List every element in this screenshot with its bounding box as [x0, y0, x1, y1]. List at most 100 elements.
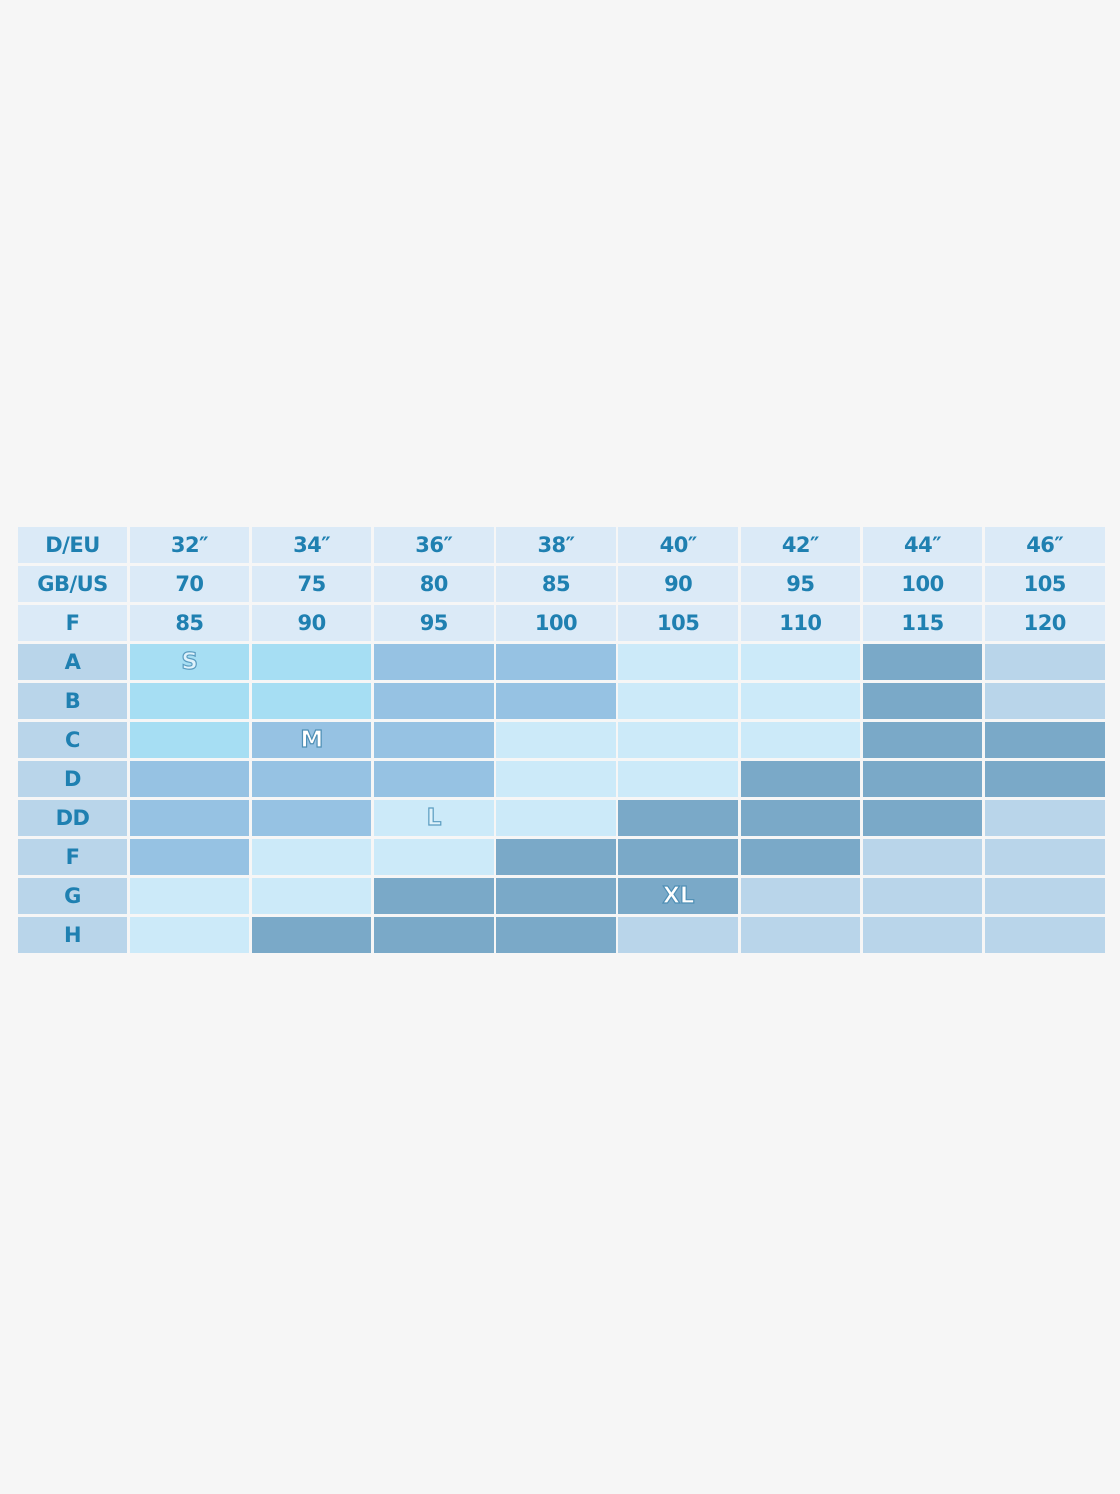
header-cell: 85 — [129, 605, 250, 641]
size-cell-M — [129, 800, 250, 836]
header-cell: 95 — [374, 605, 494, 641]
cup-label: G — [18, 878, 127, 914]
size-cell-none — [740, 878, 861, 914]
header-cell: 42″ — [740, 527, 861, 563]
header-cell: 90 — [251, 605, 372, 641]
cup-label: C — [18, 722, 127, 758]
size-cell-none — [985, 878, 1105, 914]
size-cell-XL — [251, 917, 372, 953]
size-cell-none — [985, 644, 1105, 680]
size-cell-L: L — [374, 800, 494, 836]
size-cell-XL — [740, 800, 861, 836]
size-cell-M — [496, 644, 616, 680]
size-cell-L — [374, 839, 494, 875]
size-cell-XL — [618, 839, 738, 875]
header-row-label: D/EU — [18, 527, 127, 563]
header-cell: 34″ — [251, 527, 372, 563]
header-cell: 44″ — [862, 527, 983, 563]
header-cell: 110 — [740, 605, 861, 641]
size-cell-XL — [985, 722, 1105, 758]
size-cell-M — [374, 761, 494, 797]
header-row-label: F — [18, 605, 127, 641]
cup-label: H — [18, 917, 127, 953]
header-cell: 36″ — [374, 527, 494, 563]
header-cell: 90 — [618, 566, 738, 602]
header-cell: 38″ — [496, 527, 616, 563]
size-cell-L — [129, 917, 250, 953]
size-cell-XL — [862, 761, 983, 797]
cup-label: B — [18, 683, 127, 719]
size-cell-L — [496, 761, 616, 797]
header-cell: 105 — [985, 566, 1105, 602]
header-cell: 100 — [862, 566, 983, 602]
size-cell-M — [251, 761, 372, 797]
size-cell-none — [985, 800, 1105, 836]
header-cell: 46″ — [985, 527, 1105, 563]
size-cell-none — [985, 839, 1105, 875]
size-cell-M — [374, 722, 494, 758]
size-cell-XL — [862, 644, 983, 680]
size-cell-XL — [862, 722, 983, 758]
size-chart-table: D/EU 32″ 34″ 36″ 38″ 40″ 42″ 44″ 46″ GB/US 70 75 80 8… — [18, 527, 1105, 953]
size-cell-S — [251, 683, 372, 719]
size-cell-S — [129, 722, 250, 758]
header-cell: 85 — [496, 566, 616, 602]
size-cell-XL — [374, 878, 494, 914]
size-cell-XL — [740, 761, 861, 797]
header-cell: 105 — [618, 605, 738, 641]
size-cell-none — [862, 839, 983, 875]
header-cell: 100 — [496, 605, 616, 641]
size-cell-L — [496, 722, 616, 758]
size-cell-L — [740, 644, 861, 680]
size-cell-M — [496, 683, 616, 719]
header-cell: 75 — [251, 566, 372, 602]
header-cell: 115 — [862, 605, 983, 641]
cup-label: D — [18, 761, 127, 797]
size-label: L — [426, 804, 442, 831]
size-cell-XL — [496, 878, 616, 914]
size-cell-M — [251, 800, 372, 836]
size-cell-M: M — [251, 722, 372, 758]
size-cell-XL — [740, 839, 861, 875]
size-cell-XL — [374, 917, 494, 953]
size-label: M — [300, 726, 324, 753]
size-cell-L — [618, 644, 738, 680]
size-cell-none — [618, 917, 738, 953]
size-cell-M — [129, 761, 250, 797]
size-cell-L — [740, 683, 861, 719]
header-cell: 80 — [374, 566, 494, 602]
size-cell-XL — [618, 800, 738, 836]
size-cell-none — [985, 683, 1105, 719]
size-cell-M — [374, 683, 494, 719]
header-row-label: GB/US — [18, 566, 127, 602]
size-cell-none — [862, 878, 983, 914]
size-label: XL — [662, 882, 695, 909]
size-cell-S: S — [129, 644, 250, 680]
size-cell-none — [985, 917, 1105, 953]
size-cell-L — [618, 761, 738, 797]
header-cell: 120 — [985, 605, 1105, 641]
size-cell-S — [251, 644, 372, 680]
size-cell-M — [374, 644, 494, 680]
size-cell-M — [129, 839, 250, 875]
header-cell: 40″ — [618, 527, 738, 563]
size-cell-XL: XL — [618, 878, 738, 914]
size-cell-L — [618, 683, 738, 719]
size-label: S — [181, 648, 199, 675]
size-cell-L — [740, 722, 861, 758]
cup-label: DD — [18, 800, 127, 836]
size-cell-L — [251, 878, 372, 914]
size-cell-XL — [496, 839, 616, 875]
header-cell: 70 — [129, 566, 250, 602]
size-cell-none — [740, 917, 861, 953]
size-cell-XL — [496, 917, 616, 953]
size-cell-L — [251, 839, 372, 875]
size-cell-L — [618, 722, 738, 758]
size-cell-XL — [985, 761, 1105, 797]
size-cell-XL — [862, 800, 983, 836]
size-cell-XL — [862, 683, 983, 719]
header-cell: 95 — [740, 566, 861, 602]
cup-label: A — [18, 644, 127, 680]
cup-label: F — [18, 839, 127, 875]
size-cell-S — [129, 683, 250, 719]
